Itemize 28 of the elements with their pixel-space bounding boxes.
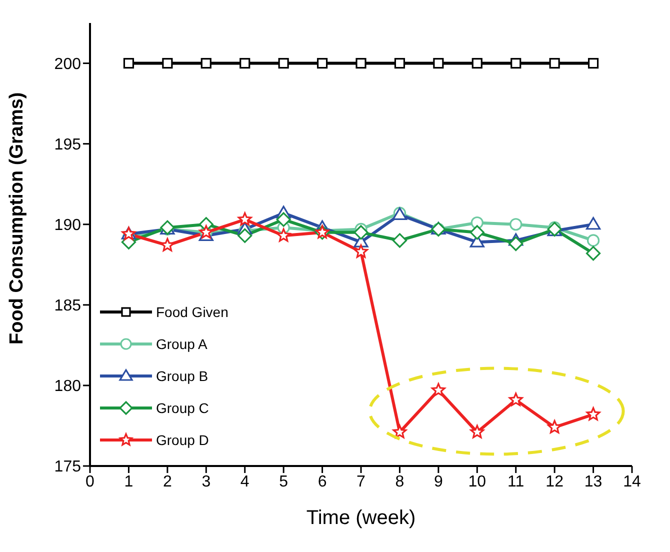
x-tick-label: 0 [86,473,95,490]
legend-label: Group D [156,432,209,448]
x-tick-label: 10 [468,473,486,490]
x-tick-label: 6 [318,473,327,490]
x-tick-label: 2 [162,473,172,490]
legend-label: Group B [156,368,208,384]
x-axis-title: Time (week) [306,507,416,529]
x-tick-label: 11 [508,473,524,490]
y-axis-title: Food Consumption (Grams) [6,92,28,344]
legend-label: Group A [156,336,208,352]
x-tick-label: 7 [356,473,366,490]
y-tick-label: 175 [54,458,82,476]
legend-label: Food Given [156,304,228,320]
x-tick-label: 13 [584,473,602,490]
x-tick-label: 12 [546,473,564,490]
y-tick-label: 190 [54,217,82,234]
x-tick-label: 1 [124,473,134,490]
x-tick-label: 9 [434,473,443,490]
y-tick-label: 180 [54,378,82,396]
legend-label: Group C [156,400,209,416]
x-tick-label: 5 [279,473,288,490]
x-tick-label: 4 [240,473,250,490]
x-tick-label: 14 [623,473,641,490]
y-tick-label: 185 [54,298,82,315]
x-tick-label: 8 [395,473,404,490]
x-tick-label: 3 [202,473,211,490]
y-tick-label: 200 [54,56,82,73]
y-tick-label: 195 [54,136,82,154]
